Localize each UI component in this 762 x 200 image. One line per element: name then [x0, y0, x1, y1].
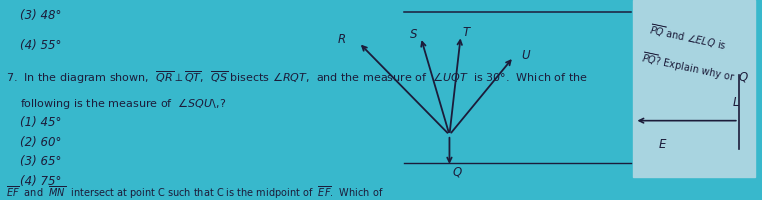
- Text: Q: Q: [453, 165, 462, 178]
- Text: (4) 55°: (4) 55°: [21, 39, 62, 52]
- Text: S: S: [409, 28, 417, 41]
- Text: (4) 75°: (4) 75°: [21, 175, 62, 188]
- Text: $\overline{PQ}$? Explain why or: $\overline{PQ}$? Explain why or: [640, 50, 737, 86]
- Text: L: L: [733, 96, 739, 109]
- Text: (1) 45°: (1) 45°: [21, 116, 62, 129]
- Text: $\overline{EF}$  and  $\overline{MN}$  intersect at point C such that C is the m: $\overline{EF}$ and $\overline{MN}$ inte…: [6, 185, 384, 200]
- Text: Q: Q: [739, 71, 748, 84]
- Text: $\overline{PQ}$ and $\angle ELQ$ is: $\overline{PQ}$ and $\angle ELQ$ is: [648, 21, 728, 53]
- Text: 7.  In the diagram shown,  $\overline{QR} \perp \overline{QT}$,  $\overline{QS}$: 7. In the diagram shown, $\overline{QR} …: [6, 69, 588, 86]
- Text: U: U: [521, 49, 530, 62]
- Text: (3) 48°: (3) 48°: [21, 9, 62, 22]
- Text: E: E: [658, 138, 666, 151]
- Text: R: R: [338, 33, 346, 46]
- Text: T: T: [463, 26, 469, 39]
- Text: (3) 65°: (3) 65°: [21, 155, 62, 168]
- Text: (2) 60°: (2) 60°: [21, 136, 62, 149]
- Text: following is the measure of  $\angle SQU$\,?: following is the measure of $\angle SQU$…: [21, 96, 226, 111]
- Bar: [633, 0, 755, 177]
